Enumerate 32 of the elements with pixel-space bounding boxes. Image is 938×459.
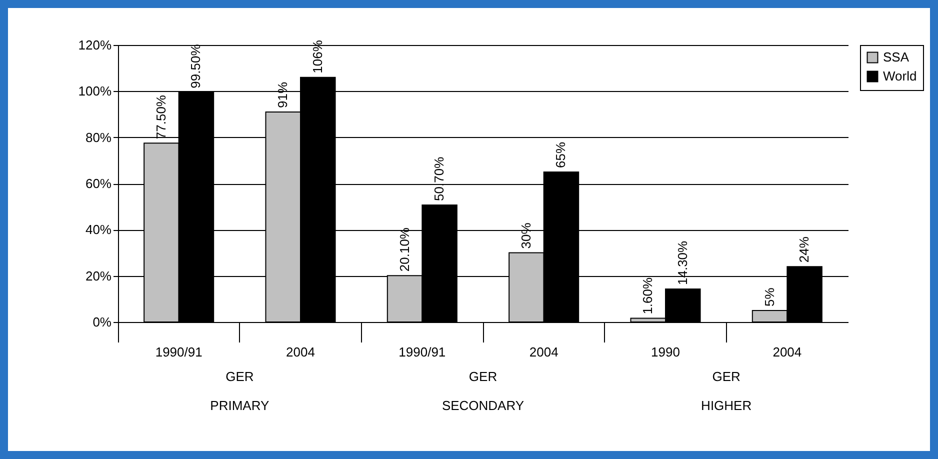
y-tick-label: 60% bbox=[85, 176, 112, 191]
text: GER bbox=[712, 369, 740, 384]
data-label: 77.50% bbox=[153, 94, 168, 140]
data-label: 1.60% bbox=[640, 277, 656, 314]
text: GER bbox=[226, 369, 254, 384]
y-tick-label: 80% bbox=[85, 130, 112, 145]
x-tick-label: 2004 bbox=[286, 344, 315, 360]
x-tick-label: 2004 bbox=[529, 344, 558, 360]
y-tick-label: 0% bbox=[92, 314, 112, 330]
data-label: 14.30% bbox=[674, 240, 690, 285]
data-label: 106% bbox=[310, 40, 325, 74]
x-tick-label: 2004 bbox=[772, 344, 802, 360]
data-label: 20.10% bbox=[396, 227, 412, 272]
y-tick-label: 100% bbox=[78, 84, 112, 99]
y-tick-label: 20% bbox=[85, 268, 112, 284]
text: HIGHER bbox=[701, 398, 752, 413]
text: SECONDARY bbox=[442, 398, 524, 413]
y-tick-label: 120% bbox=[78, 38, 112, 52]
x-tick-label: 1990/91 bbox=[398, 344, 446, 360]
data-label: 99.50% bbox=[188, 44, 204, 88]
data-label: 24% bbox=[796, 236, 812, 263]
x-tick-label: 1990 bbox=[651, 344, 680, 360]
data-label: 5% bbox=[762, 287, 777, 306]
y-tick-label: 40% bbox=[85, 222, 112, 238]
x-tick-label: 1990/91 bbox=[155, 344, 202, 360]
legend-label: SSA bbox=[883, 50, 910, 64]
data-label: 91% bbox=[275, 81, 290, 108]
data-label: 65% bbox=[553, 142, 568, 168]
data-label: 50.70% bbox=[432, 156, 447, 201]
text: GER bbox=[468, 369, 498, 384]
text: PRIMARY bbox=[210, 398, 270, 413]
legend-label: World bbox=[883, 68, 917, 84]
